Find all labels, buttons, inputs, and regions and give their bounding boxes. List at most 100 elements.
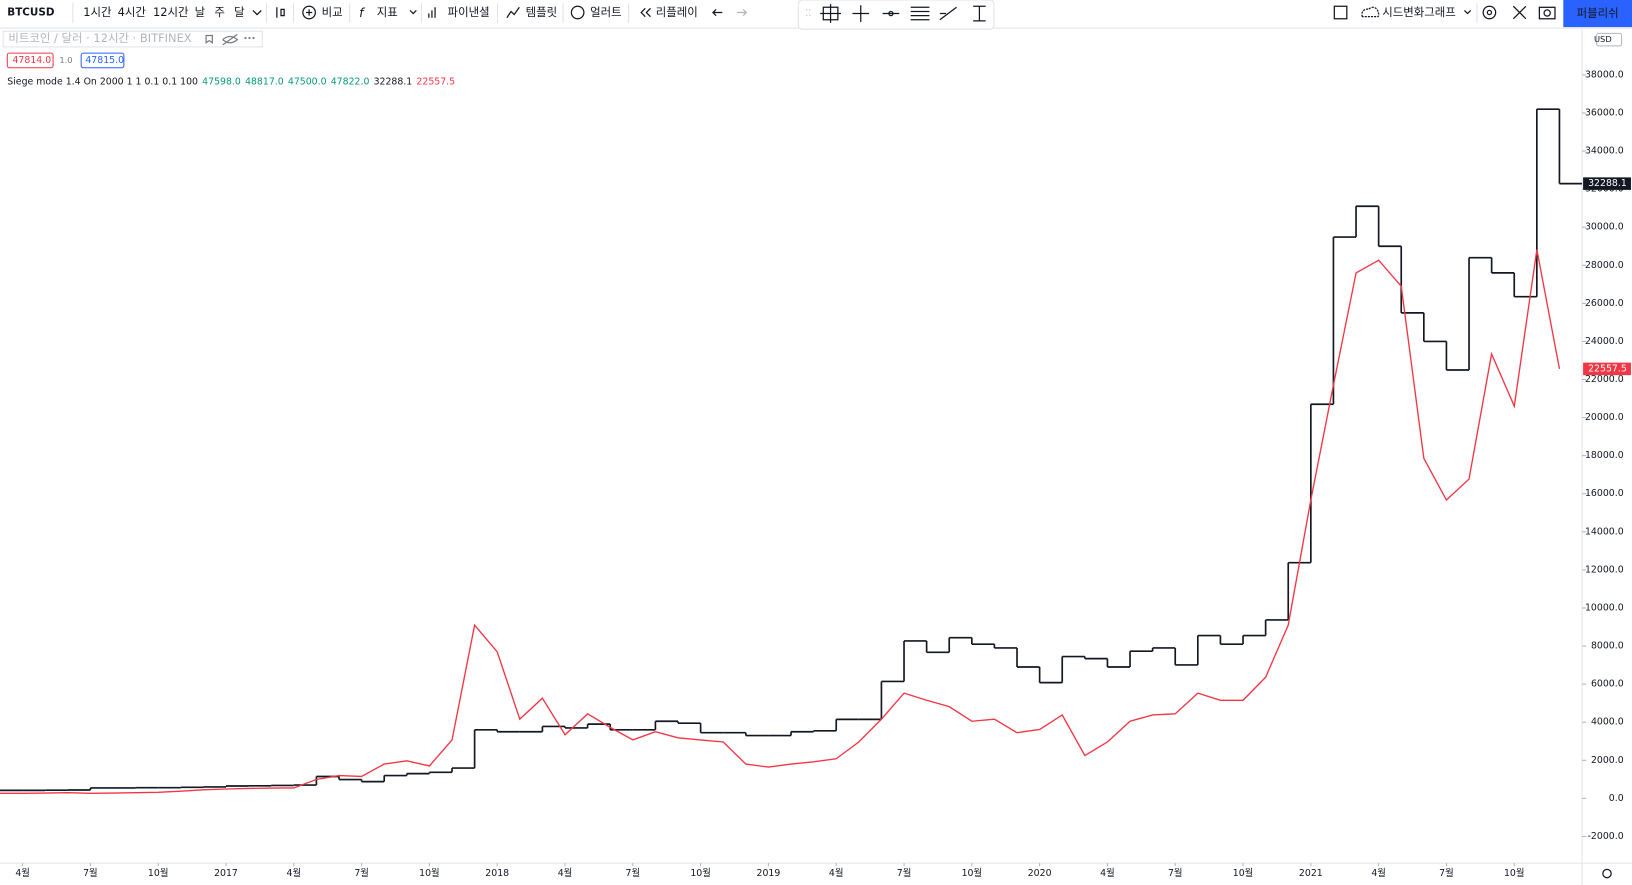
x-tick-label: 4월: [15, 867, 30, 879]
currency-badge[interactable]: [1596, 32, 1623, 47]
indicator-ohlc: 47500.0: [288, 76, 327, 87]
y-tick-label: 26000.0: [1585, 298, 1624, 309]
x-tick-label: 2021: [1299, 868, 1323, 879]
x-tick-label: 7월: [897, 867, 912, 879]
fullscreen-icon[interactable]: [1512, 5, 1527, 20]
candle-icon[interactable]: [276, 7, 285, 18]
tool-icon[interactable]: [852, 5, 870, 22]
x-tick-label: 2018: [485, 868, 509, 879]
settings-icon: [1486, 9, 1493, 16]
x-tick-label: 4월: [558, 867, 573, 879]
indicator-ohlc: 47598.0: [202, 76, 241, 87]
last-value: 22557.5: [1588, 363, 1627, 374]
indicator-value: 22557.5: [416, 76, 455, 87]
tool-icon[interactable]: [910, 6, 930, 21]
x-tick-label: 10월: [419, 867, 440, 879]
symbol-legend: 비트코인 / 달러 · 12시간 · BITFINEX: [8, 31, 191, 45]
x-tick-label: 7월: [626, 867, 641, 879]
chevron[interactable]: [1463, 9, 1472, 15]
indicator-legend: Siege mode 1.4 On 2000 1 1 0.1 0.1 100 47…: [7, 76, 455, 87]
tool-icon[interactable]: [973, 5, 986, 22]
interval[interactable]: 주: [214, 5, 225, 19]
x-tick-label: 7월: [354, 867, 369, 879]
axis-settings[interactable]: [1602, 868, 1612, 879]
chevron[interactable]: [252, 9, 262, 16]
spread: 1.0: [59, 55, 72, 65]
layout-icon[interactable]: [1333, 5, 1348, 20]
x-tick-label: 10월: [1233, 867, 1254, 879]
toolbar-button[interactable]: 템플릿: [526, 5, 558, 19]
interval[interactable]: 12시간: [153, 5, 189, 19]
publish-button[interactable]: [1563, 0, 1632, 28]
y-tick-label: 2000.0: [1591, 755, 1624, 766]
y-tick-label: 8000.0: [1591, 641, 1624, 652]
interval[interactable]: 1시간: [83, 5, 112, 19]
y-tick-label: 12000.0: [1585, 564, 1624, 575]
ask-box: [80, 52, 125, 69]
tool-icon[interactable]: [939, 6, 957, 21]
x-tick-label: 2017: [214, 868, 238, 879]
series-line: [0, 249, 1561, 794]
x-tick-label: 2019: [757, 868, 781, 879]
drawing-toolbar: [797, 0, 995, 30]
legend-box: [2, 30, 263, 48]
publish[interactable]: 퍼블리쉬: [1577, 6, 1619, 20]
y-tick-label: 6000.0: [1591, 679, 1624, 690]
indicator-name: Siege mode 1.4 On 2000 1 1 0.1 0.1 100: [7, 76, 198, 87]
more-icon[interactable]: ···: [244, 33, 256, 45]
y-tick-label: 36000.0: [1585, 107, 1624, 118]
toolbar-button[interactable]: 비교: [322, 5, 343, 19]
flag-icon[interactable]: [205, 34, 213, 44]
x-tick-label: 10월: [962, 867, 983, 879]
y-tick-label: 24000.0: [1585, 336, 1624, 347]
x-tick-label: 7월: [83, 867, 98, 879]
interval[interactable]: 날: [195, 5, 206, 19]
settings-icon[interactable]: [1482, 5, 1497, 20]
toolbar-button[interactable]: 리플레이: [656, 5, 698, 19]
snapshot-icon[interactable]: [1538, 6, 1556, 20]
templates-icon[interactable]: [506, 6, 520, 19]
x-tick-label: 10월: [148, 867, 169, 879]
interval[interactable]: 4시간: [118, 5, 147, 19]
toolbar-button[interactable]: 얼러트: [590, 5, 622, 19]
symbol[interactable]: BTCUSD: [7, 7, 55, 19]
y-tick-label: 28000.0: [1585, 260, 1624, 271]
x-tick-label: 10월: [690, 867, 711, 879]
y-tick-label: 22000.0: [1585, 374, 1624, 385]
tool-icon[interactable]: [820, 4, 841, 23]
fx-icon[interactable]: f: [359, 5, 365, 20]
currency[interactable]: USD: [1594, 34, 1612, 44]
x-tick-label: 10월: [1504, 867, 1525, 879]
x-tick-label: 4월: [1371, 867, 1386, 879]
y-tick-label: 20000.0: [1585, 412, 1624, 423]
replay-icon[interactable]: [640, 7, 651, 18]
x-tick-label: 4월: [829, 867, 844, 879]
alert-icon[interactable]: [570, 5, 585, 20]
y-tick-label: 34000.0: [1585, 146, 1624, 157]
indicator-value: 32288.1: [374, 76, 413, 87]
y-tick-label: 4000.0: [1591, 717, 1624, 728]
compare-icon[interactable]: [302, 5, 316, 20]
last-value-badge: [1583, 362, 1631, 376]
chevron[interactable]: [409, 9, 417, 15]
redo[interactable]: [736, 8, 748, 17]
y-tick-label: 0.0: [1609, 793, 1624, 804]
undo[interactable]: [712, 8, 723, 17]
x-tick-label: 4월: [1100, 867, 1115, 879]
toolbar-button[interactable]: 지표: [377, 5, 398, 19]
top-toolbar: BTCUSD f: [0, 0, 1632, 30]
interval[interactable]: 달: [234, 5, 245, 19]
cloud-icon[interactable]: [1361, 6, 1380, 18]
snapshot-icon: [1543, 9, 1551, 17]
y-tick-label: 10000.0: [1585, 602, 1624, 613]
last-value: 32288.1: [1588, 178, 1627, 189]
toolbar-button[interactable]: 파이낸셜: [448, 5, 490, 19]
x-tick-label: 7월: [1439, 867, 1454, 879]
hide-icon[interactable]: [222, 33, 239, 46]
indicator-ohlc: 47822.0: [331, 76, 370, 87]
financials-icon[interactable]: [428, 7, 436, 18]
layout-name[interactable]: 시드변화그래프: [1382, 5, 1456, 19]
drag-handle[interactable]: [806, 9, 811, 16]
ask: 47815.0: [85, 55, 124, 66]
